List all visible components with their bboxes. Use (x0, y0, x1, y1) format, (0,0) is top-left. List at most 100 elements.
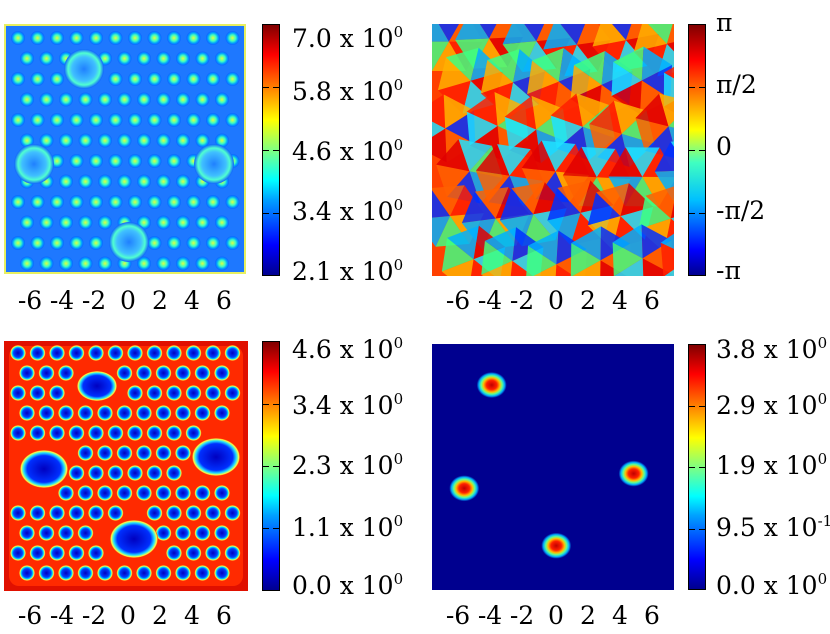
vortex-core (19, 365, 35, 381)
x-tick-label: 0 (120, 601, 136, 630)
phase-wedge (497, 144, 531, 176)
colorbar-3-tick-label: 4.6 x 100 (292, 334, 404, 364)
vortex-core (146, 345, 163, 361)
vortex-core (127, 425, 143, 441)
heatmap-density-3 (432, 344, 674, 590)
colorbar-1-tick-label: 2.1 x 100 (292, 256, 404, 286)
density-dot (128, 31, 142, 45)
vortex-core (166, 545, 182, 561)
phase-wedge (612, 224, 643, 259)
density-dot (59, 92, 73, 107)
vortex-core (97, 565, 113, 581)
colorbar-1-tick-label: 4.6 x 100 (292, 136, 404, 166)
density-dot (147, 236, 162, 250)
density-dot (89, 195, 103, 209)
density-dot (206, 31, 220, 45)
vortex-core (214, 485, 230, 501)
density-dot (108, 113, 123, 127)
density-dot (30, 236, 45, 250)
vortex-core (205, 545, 221, 561)
phase-wedge (432, 216, 451, 247)
phase-wedge (532, 47, 564, 82)
vortex-core (88, 345, 104, 361)
density-dot (50, 195, 64, 209)
vortex-core (116, 445, 133, 461)
density-dot (137, 174, 151, 189)
density-blob (476, 372, 507, 398)
vortex-core (68, 465, 85, 481)
vortex-core (214, 525, 230, 541)
colorbar-3-tick-label: 0.0 x 100 (292, 570, 404, 600)
vortex-core (146, 385, 163, 401)
density-dot (20, 133, 34, 148)
heatmap-density-2 (4, 341, 248, 591)
density-dot (137, 51, 151, 66)
density-dot (108, 31, 123, 45)
vortex-core (97, 445, 113, 461)
vortex-core (58, 405, 74, 421)
x-tick-label: 0 (548, 601, 564, 630)
density-dot (147, 31, 162, 45)
phase-wedge (571, 226, 601, 261)
density-dot (128, 154, 142, 168)
phase-wedge (611, 24, 632, 41)
vortex-core (155, 565, 172, 581)
density-dot (137, 256, 151, 271)
density-dot (39, 256, 54, 271)
vortex-core (175, 485, 191, 501)
phase-wedge (560, 24, 586, 45)
phase-wedge (562, 146, 597, 178)
vortex-core (155, 405, 172, 421)
vortex-core (116, 405, 133, 421)
phase-wedge (481, 260, 513, 276)
density-dot (98, 92, 112, 107)
x-tick-label: 2 (152, 601, 168, 630)
density-blob (449, 475, 480, 502)
colorbar-2-tick-label: -π/2 (716, 196, 766, 225)
vortex-core (10, 425, 26, 441)
phase-wedge (432, 185, 465, 217)
vortex-core (194, 565, 211, 581)
density-dot (11, 236, 25, 250)
phase-wedge (533, 264, 557, 276)
x-tick-label: 0 (548, 286, 564, 315)
density-dot (20, 51, 34, 66)
vortex-core (166, 425, 182, 441)
phase-wedge (570, 243, 601, 276)
density-dot (147, 72, 162, 86)
phase-wedge (432, 41, 449, 71)
heatmap-density-1-plot (4, 24, 246, 274)
density-dot (206, 113, 220, 127)
phase-wedge (550, 115, 583, 149)
density-dot (89, 31, 103, 45)
density-dot (11, 31, 25, 45)
density-dot (50, 113, 64, 127)
phase-wedge (587, 192, 621, 226)
phase-wedge (475, 144, 510, 176)
vortex-ring (14, 144, 54, 184)
vortex-core (214, 405, 230, 421)
x-tick-label: -2 (81, 601, 107, 630)
density-dot (20, 215, 34, 230)
phase-wedge (438, 24, 460, 42)
vortex-core (116, 485, 133, 501)
giant-vortex (192, 438, 240, 476)
vortex-core (155, 365, 172, 381)
density-dot (176, 256, 190, 271)
phase-wedge (660, 233, 674, 250)
vortex-core (107, 345, 124, 361)
vortex-core (194, 525, 211, 541)
density-dot (215, 256, 229, 271)
vortex-core (49, 385, 65, 401)
density-dot (78, 92, 93, 107)
vortex-core (175, 405, 191, 421)
density-dot (147, 154, 162, 168)
phase-wedge (466, 111, 498, 146)
vortex-core (58, 485, 74, 501)
density-dot (137, 92, 151, 107)
vortex-core (194, 485, 211, 501)
phase-wedge (666, 42, 674, 52)
vortex-core (127, 385, 143, 401)
phase-wedge (499, 188, 534, 221)
density-dot (186, 113, 201, 127)
